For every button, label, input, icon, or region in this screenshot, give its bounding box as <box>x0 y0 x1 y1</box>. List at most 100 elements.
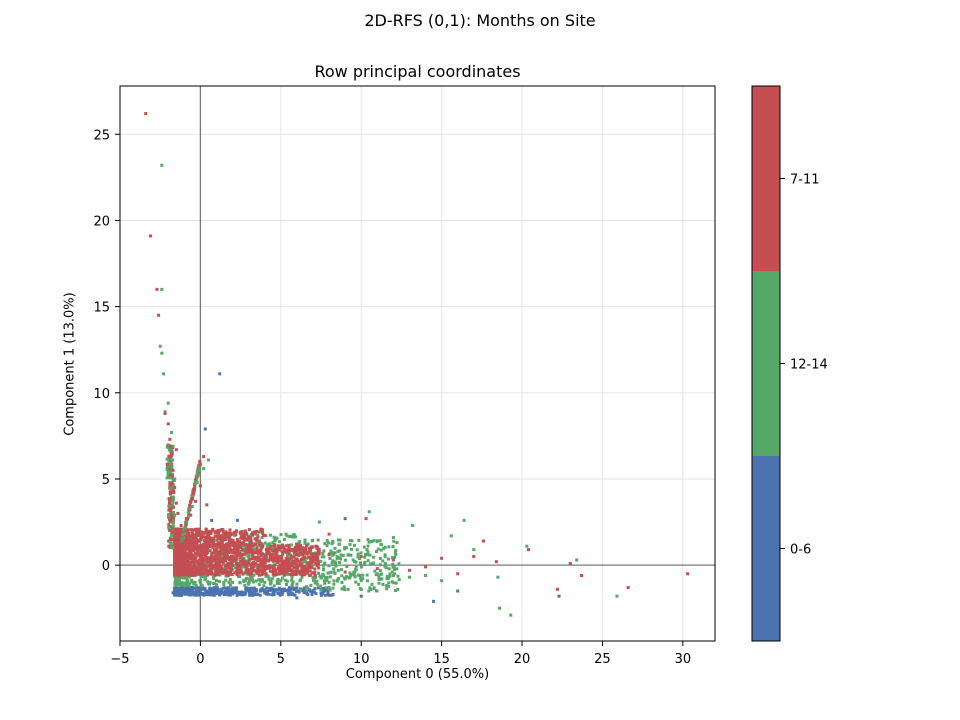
scatter-point-7-11-cluster <box>223 554 227 558</box>
scatter-point-7-11-cluster <box>191 564 195 568</box>
scatter-point-0-6-cluster <box>189 593 193 597</box>
scatter-point-7-11-cluster <box>253 530 257 534</box>
scatter-point-7-11-cluster <box>218 564 222 568</box>
scatter-point-7-11-cluster <box>224 551 228 555</box>
scatter-point-12-14-cluster <box>366 538 370 542</box>
scatter-point-7-11 <box>174 448 178 452</box>
scatter-point-12-14-cluster <box>290 578 294 582</box>
scatter-point-7-11-cluster <box>204 540 208 544</box>
colorbar-frame <box>751 85 781 642</box>
scatter-point-0-6-cluster <box>214 591 218 595</box>
scatter-point-7-11-cluster <box>212 540 216 544</box>
scatter-point-7-11-cluster <box>220 552 224 556</box>
scatter-point-7-11-cluster <box>173 539 177 543</box>
scatter-point-12-14-cluster <box>387 581 391 585</box>
scatter-point-7-11-cluster <box>217 543 221 547</box>
scatter-point-7-11-cluster <box>218 560 222 564</box>
scatter-point-12-14-cluster <box>382 546 386 550</box>
scatter-point-7-11-cluster <box>221 557 225 561</box>
scatter-point-12-14 <box>303 560 307 564</box>
scatter-point-7-11-cluster <box>203 559 207 563</box>
scatter-point-12-14-cluster <box>387 567 391 571</box>
scatter-point-7-11-cluster <box>292 550 296 554</box>
scatter-point-arm <box>171 505 175 509</box>
scatter-point-7-11-cluster <box>238 571 242 575</box>
scatter-point-12-14-cluster <box>320 555 324 559</box>
scatter-point-12-14-cluster <box>363 553 367 557</box>
scatter-point-7-11-cluster <box>207 558 211 562</box>
scatter-point-7-11-cluster <box>231 544 235 548</box>
scatter-point-7-11-cluster <box>263 561 267 565</box>
scatter-point-7-11-cluster <box>246 562 250 566</box>
scatter-point-0-6-cluster <box>225 591 229 595</box>
scatter-point-7-11-cluster <box>200 548 204 552</box>
scatter-point-0-6 <box>456 589 460 593</box>
scatter-point-7-11-cluster <box>286 547 290 551</box>
scatter-point-7-11-cluster <box>194 559 198 563</box>
scatter-point-12-14-cluster <box>392 581 396 585</box>
scatter-point-7-11-cluster <box>258 544 262 548</box>
scatter-point-12-14-cluster <box>309 583 313 587</box>
scatter-point-7-11-cluster <box>208 530 212 534</box>
scatter-point-7-11-cluster <box>181 564 185 568</box>
scatter-point-7-11-cluster <box>249 544 253 548</box>
scatter-point-7-11 <box>157 313 161 317</box>
scatter-point-12-14-cluster <box>391 545 395 549</box>
scatter-point-0-6-cluster <box>280 590 284 594</box>
scatter-point-7-11-cluster <box>272 571 276 575</box>
scatter-point-12-14-cluster <box>281 576 285 580</box>
scatter-point-7-11-cluster <box>185 557 189 561</box>
scatter-point-7-11-cluster <box>251 569 255 573</box>
scatter-point-12-14-cluster <box>396 587 400 591</box>
scatter-point-7-11-cluster <box>190 553 194 557</box>
scatter-point-7-11-cluster <box>223 559 227 563</box>
scatter-point-arm <box>169 487 173 491</box>
scatter-point-7-11-cluster <box>255 555 259 559</box>
scatter-point-7-11-cluster <box>221 537 225 541</box>
scatter-point-diagonal-arm <box>197 464 201 468</box>
scatter-point-7-11-cluster <box>217 569 221 573</box>
scatter-point-7-11 <box>198 558 202 562</box>
scatter-point-0-6-cluster <box>193 591 197 595</box>
scatter-point-7-11-cluster <box>241 563 245 567</box>
scatter-point-12-14-cluster <box>383 555 387 559</box>
scatter-point-7-11-cluster <box>261 566 265 570</box>
scatter-point-7-11-cluster <box>189 528 193 532</box>
scatter-point-arm <box>167 544 171 548</box>
scatter-point-0-6 <box>203 427 207 431</box>
scatter-point-diagonal-arm <box>195 472 199 476</box>
scatter-point-12-14-cluster <box>190 580 194 584</box>
scatter-point-0-6-cluster <box>190 586 194 590</box>
scatter-point-7-11-cluster <box>239 570 243 574</box>
scatter-point-7-11-cluster <box>298 551 302 555</box>
scatter-point-0-6-cluster <box>258 593 262 597</box>
scatter-point-7-11-cluster <box>317 551 321 555</box>
scatter-point-0-6-cluster <box>294 589 298 593</box>
scatter-point-7-11-cluster <box>262 569 266 573</box>
scatter-point-7-11-cluster <box>259 541 263 545</box>
scatter-point-12-14-cluster <box>284 532 288 536</box>
scatter-point-arm <box>167 523 171 527</box>
scatter-point-7-11-cluster <box>283 570 287 574</box>
scatter-point-7-11-cluster <box>185 531 189 535</box>
scatter-point-7-11-cluster <box>307 555 311 559</box>
axes-frame <box>119 85 716 642</box>
scatter-point-diagonal-arm <box>184 523 188 527</box>
scatter-point-0-6 <box>171 591 175 595</box>
scatter-point-7-11-cluster <box>229 568 233 572</box>
scatter-point-12-14-cluster <box>269 533 273 537</box>
scatter-point-12-14 <box>311 575 315 579</box>
scatter-point-7-11-cluster <box>214 562 218 566</box>
scatter-point-7-11-cluster <box>317 560 321 564</box>
scatter-point-12-14-cluster <box>268 582 272 586</box>
scatter-point-12-14-cluster <box>260 579 264 583</box>
scatter-point-12-14 <box>335 555 339 559</box>
scatter-point-7-11-cluster <box>223 547 227 551</box>
scatter-point-0-6 <box>287 589 291 593</box>
scatter-point-7-11-cluster <box>256 550 260 554</box>
scatter-point-7-11-cluster <box>306 551 310 555</box>
scatter-point-7-11-cluster <box>310 566 314 570</box>
scatter-point-7-11-cluster <box>219 534 223 538</box>
scatter-point-12-14-cluster <box>249 568 253 572</box>
scatter-point-7-11-cluster <box>285 559 289 563</box>
